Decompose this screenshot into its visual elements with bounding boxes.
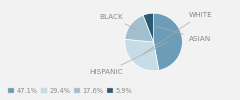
Wedge shape: [143, 13, 154, 42]
Legend: 47.1%, 29.4%, 17.6%, 5.9%: 47.1%, 29.4%, 17.6%, 5.9%: [6, 85, 135, 97]
Text: ASIAN: ASIAN: [153, 25, 211, 42]
Text: HISPANIC: HISPANIC: [90, 42, 169, 75]
Wedge shape: [125, 39, 159, 71]
Wedge shape: [154, 13, 182, 70]
Text: WHITE: WHITE: [144, 12, 212, 54]
Text: BLACK: BLACK: [100, 14, 137, 30]
Wedge shape: [125, 15, 154, 42]
